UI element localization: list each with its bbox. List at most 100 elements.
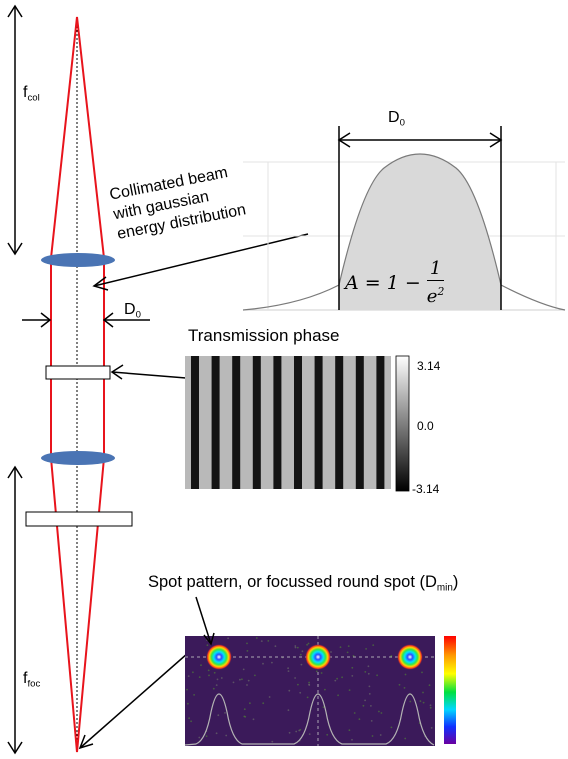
noise-speckle <box>341 676 343 679</box>
noise-speckle <box>232 681 235 684</box>
noise-speckle <box>352 655 355 657</box>
noise-speckle <box>207 669 210 672</box>
transmission-phase-title: Transmission phase <box>188 326 340 345</box>
noise-speckle <box>370 720 373 722</box>
noise-speckle <box>217 714 220 717</box>
noise-speckle <box>429 706 432 709</box>
gaussian-fill <box>339 154 501 310</box>
noise-speckle <box>306 643 308 646</box>
spot-2 <box>305 644 331 670</box>
noise-speckle <box>249 702 251 705</box>
noise-speckle <box>246 650 249 652</box>
noise-speckle <box>308 681 310 684</box>
noise-speckle <box>351 666 354 669</box>
spot-pattern-caption: Spot pattern, or focussed round spot (Dm… <box>148 573 459 594</box>
spot-pointer <box>195 596 215 646</box>
noise-speckle <box>337 694 339 697</box>
f-foc-arrow <box>7 465 23 755</box>
noise-speckle <box>255 637 258 639</box>
noise-speckle <box>348 729 351 732</box>
noise-speckle <box>215 732 218 735</box>
d0-gauss-label: D0 <box>388 109 405 129</box>
noise-speckle <box>315 670 318 673</box>
phase-stripe <box>211 356 220 489</box>
noise-speckle <box>288 689 291 692</box>
noise-speckle <box>430 727 433 729</box>
noise-speckle <box>339 646 342 649</box>
area-formula: A = 1 − 1 e2 <box>345 258 444 308</box>
noise-speckle <box>421 671 423 674</box>
noise-speckle <box>215 684 218 686</box>
noise-speckle <box>212 687 215 690</box>
noise-speckle <box>294 677 296 679</box>
noise-speckle <box>287 709 290 712</box>
noise-speckle <box>308 684 311 686</box>
noise-speckle <box>200 664 202 667</box>
f-foc-label: ffoc <box>23 670 41 690</box>
noise-speckle <box>367 665 370 668</box>
noise-speckle <box>336 677 338 680</box>
noise-speckle <box>299 728 302 731</box>
noise-speckle <box>297 683 299 686</box>
noise-speckle <box>351 738 353 741</box>
noise-speckle <box>252 718 255 721</box>
noise-speckle <box>379 734 382 736</box>
phase-stripe <box>252 356 261 489</box>
noise-speckle <box>287 667 289 670</box>
colorbar-max-label: 3.14 <box>417 359 441 373</box>
noise-speckle <box>419 700 422 702</box>
noise-speckle <box>378 710 380 713</box>
noise-speckle <box>267 640 270 642</box>
noise-speckle <box>365 648 367 650</box>
noise-speckle <box>299 653 302 656</box>
noise-speckle <box>422 701 425 704</box>
noise-speckle <box>208 674 210 677</box>
noise-speckle <box>287 670 290 672</box>
noise-speckle <box>347 645 350 647</box>
noise-speckle <box>326 733 329 736</box>
gaussian-profile <box>242 126 566 311</box>
noise-speckle <box>271 661 273 664</box>
noise-speckle <box>390 726 393 729</box>
noise-speckle <box>422 691 424 694</box>
noise-speckle <box>299 691 302 694</box>
formula-denominator: e2 <box>426 285 445 307</box>
noise-speckle <box>243 708 246 711</box>
noise-speckle <box>206 644 209 647</box>
noise-speckle <box>409 700 412 703</box>
noise-speckle <box>190 720 193 723</box>
spot-intensity-profile <box>184 693 435 746</box>
noise-speckle <box>364 671 367 673</box>
noise-speckle <box>428 684 431 687</box>
phase-stripe <box>314 356 323 489</box>
noise-speckle <box>242 668 245 671</box>
noise-speckle <box>188 717 191 720</box>
spot-1 <box>206 644 232 670</box>
noise-speckle <box>351 675 354 677</box>
noise-speckle <box>307 642 310 645</box>
noise-speckle <box>288 731 291 734</box>
noise-speckle <box>198 736 201 739</box>
noise-speckle <box>429 704 432 707</box>
f-col-arrow <box>7 4 23 256</box>
noise-speckle <box>198 676 201 678</box>
noise-speckle <box>368 685 371 688</box>
noise-speckle <box>404 737 407 740</box>
noise-speckle <box>224 712 226 714</box>
phase-element-box <box>45 365 111 380</box>
formula-lhs: A = 1 − <box>345 272 421 294</box>
noise-speckle <box>320 672 323 674</box>
noise-speckle <box>372 644 375 646</box>
noise-speckle <box>367 672 370 675</box>
noise-speckle <box>205 735 208 738</box>
noise-speckle <box>308 733 311 735</box>
phase-stripe <box>376 356 385 489</box>
noise-speckle <box>380 712 383 714</box>
noise-speckle <box>324 688 326 691</box>
noise-speckle <box>294 645 297 647</box>
noise-speckle <box>225 734 228 737</box>
noise-speckle <box>376 674 378 677</box>
focusing-lens <box>41 451 115 465</box>
noise-speckle <box>403 687 406 689</box>
